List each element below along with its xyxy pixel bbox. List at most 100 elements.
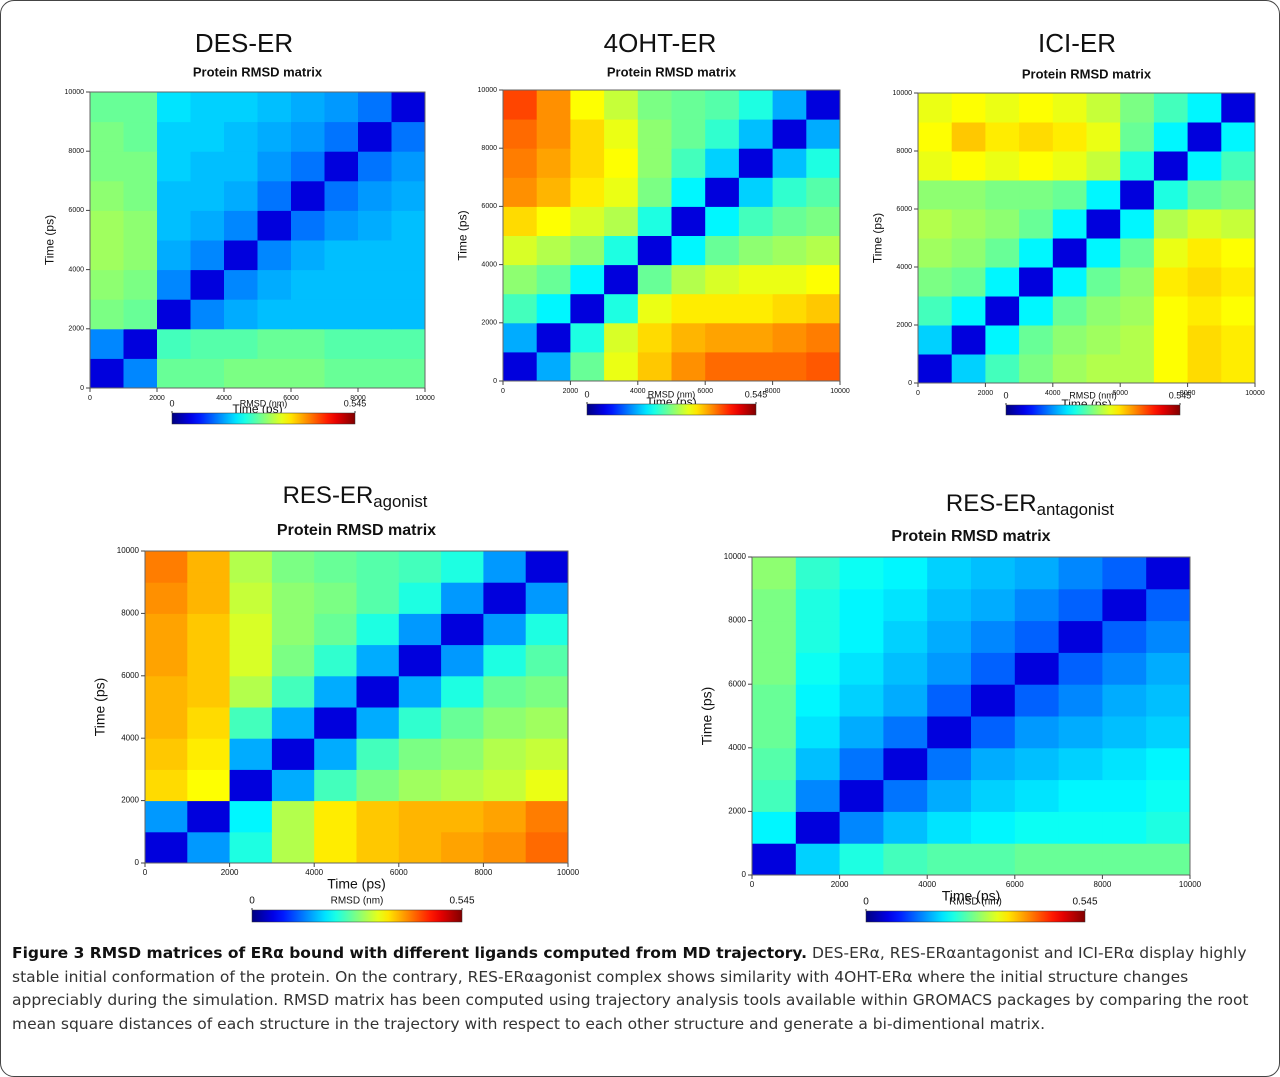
heatmap-cell (123, 121, 158, 152)
heatmap-cell (971, 811, 1016, 844)
heatmap-cell (90, 328, 124, 359)
heatmap-cell (324, 151, 359, 182)
heatmap-cell (883, 747, 928, 781)
heatmap-cell (441, 675, 484, 708)
colorbar-tick-label: 0.545 (449, 896, 474, 907)
heatmap-cell (1153, 325, 1189, 355)
heatmap-cell (157, 92, 191, 123)
heatmap-cell (1052, 180, 1087, 210)
heatmap-cell (229, 675, 273, 708)
x-tick-label: 10000 (415, 395, 435, 402)
heatmap-cell (604, 90, 639, 120)
heatmap-cell (291, 328, 325, 359)
heatmap-cell (1019, 93, 1054, 123)
heatmap-cell (971, 747, 1016, 781)
heatmap-cell (883, 684, 928, 717)
heatmap-cell (187, 613, 231, 646)
heatmap-cell (1086, 238, 1121, 268)
heading-main: RES-ER (946, 490, 1037, 517)
heatmap-cell (752, 588, 797, 622)
heatmap-cell (229, 769, 273, 802)
x-tick-label: 8000 (350, 395, 366, 402)
heatmap-cell (1120, 180, 1155, 210)
heatmap-cell (483, 551, 527, 583)
heatmap-cell (1086, 267, 1121, 297)
heatmap-cell (1120, 122, 1155, 152)
heatmap-cell (1146, 779, 1191, 812)
x-tick-label: 4000 (305, 868, 323, 877)
heatmap-cell (358, 210, 392, 241)
heatmap-cell (536, 90, 571, 120)
heatmap-cell (637, 235, 672, 266)
x-tick-label: 8000 (1180, 390, 1196, 397)
plot-frame (502, 89, 841, 382)
heatmap-cell (157, 121, 191, 152)
heatmap-cell (1221, 267, 1256, 297)
heatmap-cell (190, 180, 225, 211)
heatmap-cell (772, 119, 807, 149)
heatmap-cell (503, 235, 538, 266)
y-tick-label: 6000 (68, 207, 84, 214)
heatmap-cell (918, 354, 953, 384)
panel-heading: RES-ERantagonist (946, 490, 1114, 519)
heatmap-cell (951, 296, 986, 326)
heatmap-cell (157, 358, 191, 389)
heatmap-cell (503, 90, 538, 120)
heatmap-cell (157, 299, 191, 330)
y-tick-label: 10000 (478, 87, 498, 94)
heatmap-cell (1102, 620, 1147, 653)
heatmap-cell (1086, 180, 1121, 210)
heatmap-cell (1019, 325, 1054, 355)
colorbar (251, 909, 463, 923)
x-tick-label: 6000 (697, 388, 713, 395)
heatmap-cell (1187, 354, 1222, 384)
heatmap-cell (738, 293, 774, 324)
y-tick-label: 6000 (728, 679, 746, 688)
heatmap-cell (358, 180, 392, 211)
heatmap-cell (536, 119, 571, 149)
x-tick-label: 6000 (283, 395, 299, 402)
heatmap-cell (1058, 588, 1103, 622)
heatmap-cell (883, 588, 928, 622)
y-tick-label: 4000 (896, 264, 912, 271)
x-tick-label: 4000 (1045, 390, 1061, 397)
heatmap-cell (324, 240, 359, 271)
heatmap-cell (1221, 180, 1256, 210)
heatmap-cell (1120, 93, 1155, 123)
x-tick-label: 2000 (563, 388, 579, 395)
heatmap-cell (1187, 151, 1222, 181)
heatmap-cell (314, 551, 357, 583)
x-tick-label: 0 (143, 868, 148, 877)
heatmap-cell (951, 238, 986, 268)
heatmap-cell (951, 209, 986, 239)
heatmap-cell (157, 269, 191, 300)
heading-sub: antagonist (1037, 500, 1115, 519)
y-tick-label: 6000 (121, 671, 139, 680)
y-tick-label: 8000 (121, 609, 139, 618)
heatmap-cell (291, 240, 325, 271)
heatmap-cell (483, 707, 527, 739)
heatmap-cell (483, 613, 527, 646)
heatmap-cell (356, 675, 400, 708)
heatmap-cell (391, 180, 426, 211)
heatmap-panel: DES-ER Protein RMSD matrix 0 2000 4000 6000 80… (43, 28, 435, 425)
heatmap-cell (1153, 122, 1189, 152)
heatmap-cell (1086, 151, 1121, 181)
heatmap-cell (806, 119, 841, 149)
heatmap-cell (971, 557, 1016, 590)
heatmap-cell (536, 322, 571, 353)
heatmap-cell (795, 652, 841, 685)
heatmap-cell (772, 322, 807, 353)
heatmap-cell (257, 269, 292, 300)
heatmap-cell (570, 206, 605, 236)
heatmap-cell (271, 582, 315, 614)
colorbar-label: RMSD (nm) (949, 897, 1002, 908)
heatmap-cell (398, 738, 442, 770)
heatmap-cell (90, 121, 124, 152)
heatmap-cell (145, 738, 188, 770)
heatmap-cell (1014, 684, 1060, 717)
x-tick-label: 8000 (765, 388, 781, 395)
heatmap-cell (971, 620, 1016, 653)
heatmap-cell (1052, 325, 1087, 355)
heatmap-cell (637, 177, 672, 207)
